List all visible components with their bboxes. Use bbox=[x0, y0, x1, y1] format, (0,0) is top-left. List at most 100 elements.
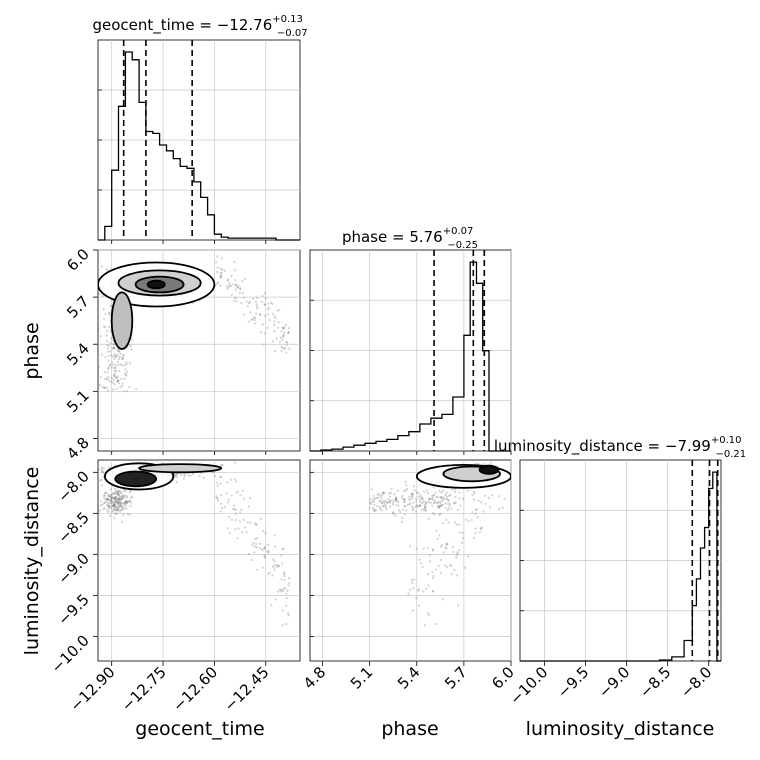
sample-point bbox=[245, 300, 248, 303]
sample-point bbox=[261, 294, 264, 298]
sample-point bbox=[372, 507, 375, 510]
sample-point bbox=[443, 497, 446, 500]
sample-point bbox=[122, 489, 125, 492]
sample-point bbox=[444, 507, 447, 510]
sample-point bbox=[215, 282, 219, 285]
sample-point bbox=[280, 330, 283, 333]
title-geocent-time: geocent_time = −12.76+0.13 −0.07 bbox=[92, 14, 307, 39]
sample-point bbox=[497, 508, 501, 511]
sample-point bbox=[129, 345, 132, 348]
sample-point bbox=[382, 492, 385, 495]
sample-point bbox=[223, 506, 227, 509]
sample-point bbox=[373, 509, 376, 512]
sample-point bbox=[280, 554, 283, 557]
sample-point bbox=[120, 502, 123, 505]
sample-point bbox=[98, 383, 102, 386]
sample-point bbox=[458, 549, 461, 552]
contour-level bbox=[146, 279, 166, 290]
sample-point bbox=[263, 314, 266, 317]
sample-point bbox=[428, 560, 431, 563]
sample-point bbox=[441, 598, 444, 601]
sample-point bbox=[216, 255, 219, 258]
sample-point bbox=[251, 544, 254, 547]
sample-point bbox=[415, 547, 418, 550]
sample-point bbox=[450, 507, 453, 510]
sample-point bbox=[271, 312, 275, 315]
sample-point bbox=[235, 297, 238, 300]
sample-point bbox=[262, 547, 265, 550]
sample-point bbox=[384, 499, 387, 503]
sample-point bbox=[130, 501, 133, 504]
sample-point bbox=[115, 355, 118, 358]
sample-point bbox=[388, 500, 391, 503]
sample-point bbox=[220, 257, 224, 260]
sample-point bbox=[104, 326, 107, 329]
sample-point bbox=[437, 504, 440, 507]
sample-point bbox=[110, 354, 113, 357]
sample-point bbox=[285, 343, 288, 346]
sample-point bbox=[394, 499, 397, 502]
sample-point bbox=[106, 503, 109, 506]
sample-point bbox=[449, 493, 452, 496]
sample-point bbox=[445, 497, 448, 500]
sample-point bbox=[247, 302, 251, 305]
sample-point bbox=[241, 489, 244, 492]
sample-point bbox=[379, 494, 382, 497]
sample-point bbox=[262, 530, 265, 533]
sample-point bbox=[415, 597, 418, 600]
sample-point bbox=[108, 514, 112, 517]
sample-point bbox=[117, 502, 120, 505]
sample-point bbox=[371, 500, 374, 503]
sample-point bbox=[413, 489, 416, 492]
sample-point bbox=[458, 491, 461, 494]
sample-point bbox=[281, 624, 284, 627]
sample-point bbox=[117, 491, 120, 494]
sample-point bbox=[282, 571, 286, 574]
sample-point bbox=[285, 597, 288, 600]
sample-point bbox=[117, 349, 120, 352]
sample-point bbox=[113, 498, 116, 501]
sample-point bbox=[278, 340, 281, 344]
sample-point bbox=[108, 312, 111, 316]
contour-level bbox=[478, 464, 500, 475]
sample-point bbox=[434, 568, 437, 571]
sample-point bbox=[256, 546, 259, 549]
sample-point bbox=[128, 385, 131, 389]
sample-point bbox=[103, 318, 106, 321]
sample-point bbox=[438, 505, 441, 508]
sample-point bbox=[450, 565, 453, 568]
sample-point bbox=[232, 508, 235, 511]
sample-point bbox=[440, 500, 443, 503]
sample-point bbox=[226, 279, 229, 282]
sample-point bbox=[405, 484, 408, 487]
sample-point bbox=[403, 498, 406, 501]
sample-point bbox=[284, 346, 287, 349]
sample-point bbox=[454, 501, 457, 504]
sample-point bbox=[426, 546, 429, 550]
sample-point bbox=[412, 507, 415, 510]
sample-point bbox=[108, 379, 111, 382]
scatter-group bbox=[98, 461, 291, 627]
sample-point bbox=[273, 564, 276, 567]
sample-point bbox=[250, 318, 253, 322]
sample-point bbox=[242, 497, 245, 500]
sample-point bbox=[115, 500, 118, 503]
sample-point bbox=[130, 338, 133, 341]
sample-point bbox=[424, 500, 427, 504]
sample-point bbox=[373, 510, 376, 513]
sample-point bbox=[100, 470, 103, 473]
sample-point bbox=[102, 325, 106, 328]
sample-point bbox=[109, 497, 112, 501]
sample-point bbox=[128, 500, 131, 503]
sample-point bbox=[122, 502, 125, 505]
sample-point bbox=[180, 473, 183, 477]
y-tick-label: 5.1 bbox=[63, 386, 93, 416]
sample-point bbox=[260, 549, 264, 552]
sample-point bbox=[114, 508, 117, 511]
sample-point bbox=[102, 494, 106, 497]
sample-point bbox=[116, 379, 119, 383]
sample-point bbox=[109, 350, 112, 353]
sample-point bbox=[477, 499, 480, 502]
sample-point bbox=[102, 467, 105, 470]
